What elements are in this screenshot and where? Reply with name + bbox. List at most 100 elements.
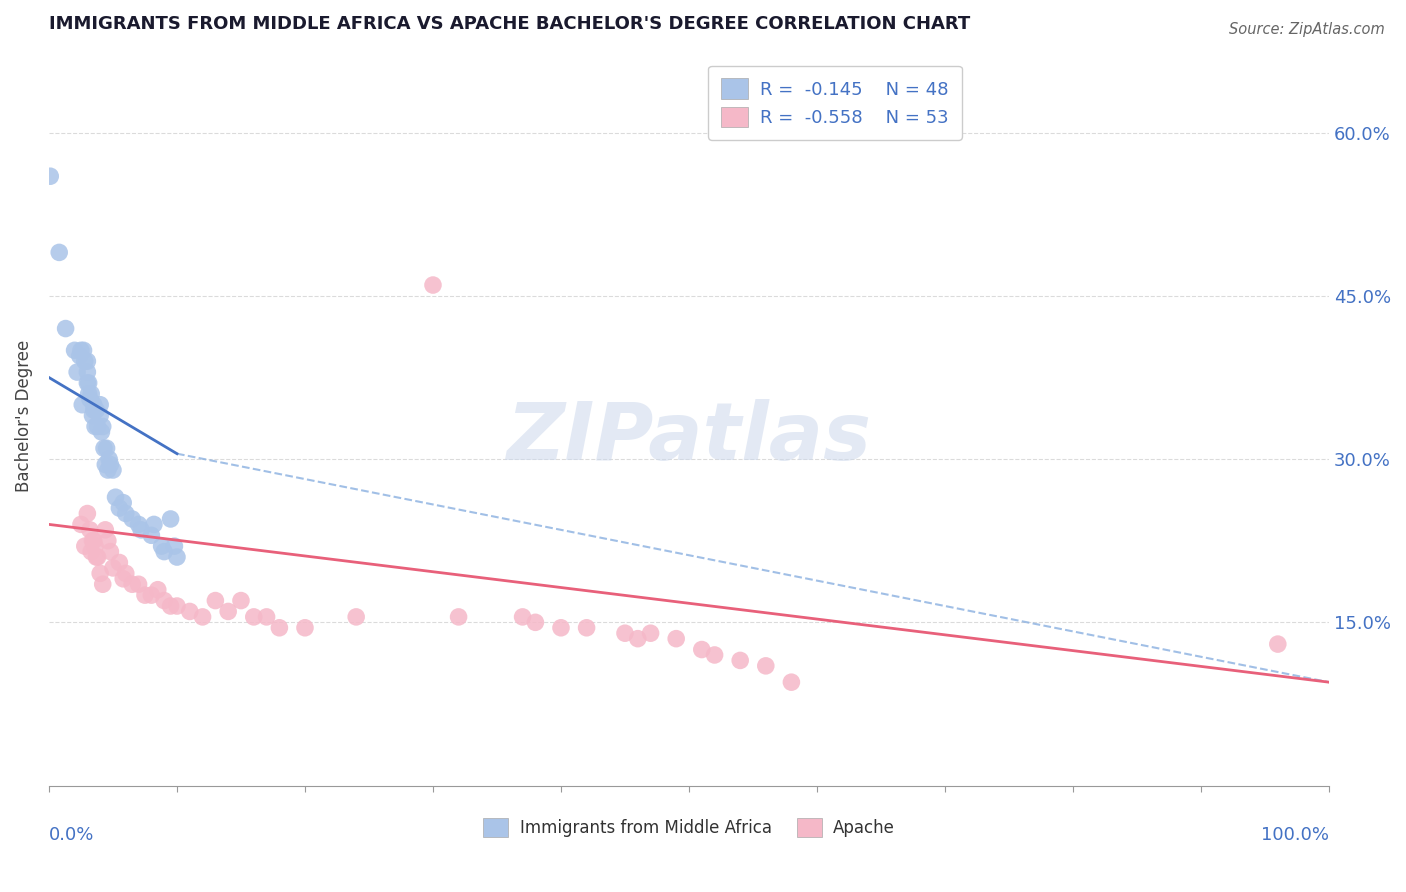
Point	[98, 452, 121, 467]
Point	[121, 577, 143, 591]
Point	[90, 425, 112, 439]
Legend: Immigrants from Middle Africa, Apache: Immigrants from Middle Africa, Apache	[477, 811, 901, 844]
Point	[146, 582, 169, 597]
Point	[108, 501, 131, 516]
Point	[640, 626, 662, 640]
Point	[83, 533, 105, 548]
Text: 0.0%: 0.0%	[49, 826, 94, 844]
Point	[55, 321, 77, 335]
Point	[94, 523, 117, 537]
Point	[575, 621, 598, 635]
Point	[690, 642, 713, 657]
Y-axis label: Bachelor's Degree: Bachelor's Degree	[15, 340, 32, 491]
Point	[665, 632, 688, 646]
Point	[104, 490, 127, 504]
Point	[39, 169, 62, 184]
Text: Source: ZipAtlas.com: Source: ZipAtlas.com	[1229, 22, 1385, 37]
Point	[76, 365, 98, 379]
Text: IMMIGRANTS FROM MIDDLE AFRICA VS APACHE BACHELOR'S DEGREE CORRELATION CHART: IMMIGRANTS FROM MIDDLE AFRICA VS APACHE …	[49, 15, 970, 33]
Point	[422, 278, 444, 293]
Point	[48, 245, 70, 260]
Point	[703, 648, 725, 662]
Point	[80, 387, 103, 401]
Point	[70, 517, 93, 532]
Point	[100, 544, 122, 558]
Point	[627, 632, 650, 646]
Point	[73, 539, 96, 553]
Point	[129, 523, 152, 537]
Point	[76, 354, 98, 368]
Point	[166, 549, 188, 564]
Point	[780, 675, 803, 690]
Point	[142, 517, 165, 532]
Point	[93, 442, 115, 456]
Point	[112, 572, 135, 586]
Point	[76, 376, 98, 390]
Point	[94, 458, 117, 472]
Point	[73, 354, 96, 368]
Point	[72, 398, 94, 412]
Point	[128, 517, 150, 532]
Point	[524, 615, 547, 630]
Point	[91, 577, 114, 591]
Point	[512, 610, 534, 624]
Point	[82, 409, 104, 423]
Point	[66, 365, 89, 379]
Point	[242, 610, 264, 624]
Point	[89, 398, 111, 412]
Point	[114, 507, 136, 521]
Point	[114, 566, 136, 581]
Point	[100, 458, 122, 472]
Point	[150, 539, 173, 553]
Point	[83, 398, 105, 412]
Point	[153, 544, 176, 558]
Point	[447, 610, 470, 624]
Point	[294, 621, 316, 635]
Point	[166, 599, 188, 613]
Point	[755, 658, 778, 673]
Point	[80, 544, 103, 558]
Point	[63, 343, 86, 358]
Point	[128, 577, 150, 591]
Point	[97, 533, 120, 548]
Point	[141, 528, 163, 542]
Point	[97, 463, 120, 477]
Point	[89, 409, 111, 423]
Point	[69, 349, 91, 363]
Text: ZIPatlas: ZIPatlas	[506, 399, 872, 477]
Point	[141, 588, 163, 602]
Point	[153, 593, 176, 607]
Point	[86, 403, 108, 417]
Point	[89, 566, 111, 581]
Point	[256, 610, 278, 624]
Point	[77, 387, 100, 401]
Point	[86, 549, 108, 564]
Point	[159, 512, 181, 526]
Point	[96, 442, 118, 456]
Point	[101, 463, 124, 477]
Point	[614, 626, 637, 640]
Point	[108, 556, 131, 570]
Point	[179, 604, 201, 618]
Point	[344, 610, 367, 624]
Point	[229, 593, 252, 607]
Point	[79, 392, 101, 407]
Point	[70, 343, 93, 358]
Point	[77, 376, 100, 390]
Point	[159, 599, 181, 613]
Point	[217, 604, 239, 618]
Point	[76, 507, 98, 521]
Point	[550, 621, 572, 635]
Point	[79, 523, 101, 537]
Point	[86, 549, 108, 564]
Point	[84, 419, 107, 434]
Point	[121, 512, 143, 526]
Point	[204, 593, 226, 607]
Point	[82, 533, 104, 548]
Point	[134, 588, 156, 602]
Point	[86, 419, 108, 434]
Text: 100.0%: 100.0%	[1261, 826, 1329, 844]
Point	[112, 496, 135, 510]
Point	[728, 653, 751, 667]
Point	[91, 419, 114, 434]
